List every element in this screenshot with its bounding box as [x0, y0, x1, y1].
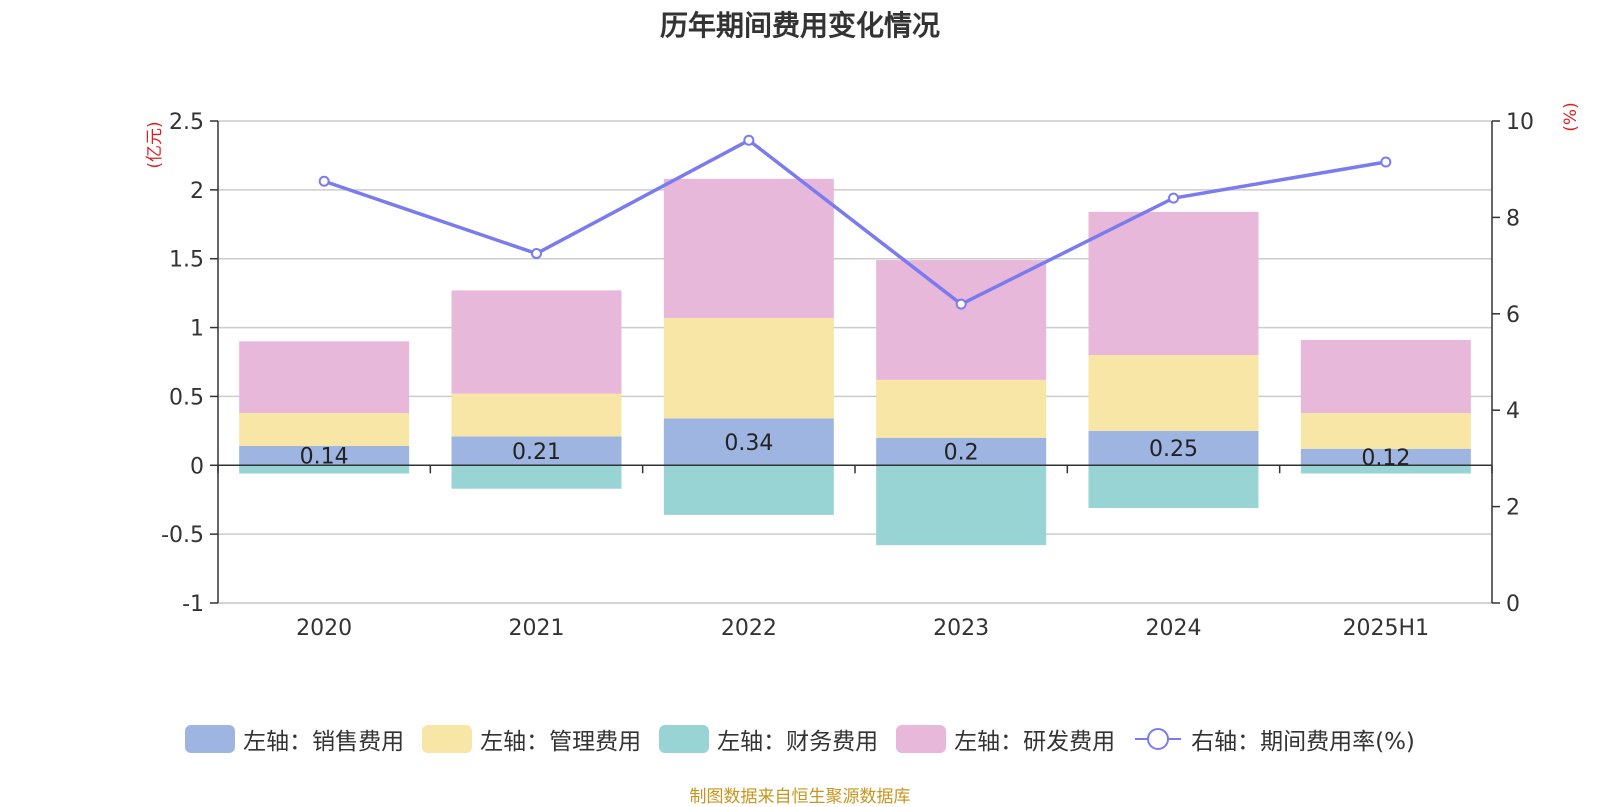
x-category-label: 2021 [509, 616, 565, 641]
line-layer [318, 134, 1392, 310]
legend-label: 左轴：研发费用 [954, 729, 1116, 755]
bar-segment [663, 178, 834, 318]
bar-segment [451, 393, 622, 437]
source-note: 制图数据来自恒生聚源数据库 [689, 787, 911, 807]
bar-segment [663, 317, 834, 419]
legend-line-circle [1147, 728, 1170, 750]
rate-point [955, 298, 967, 310]
x-category-label: 2020 [296, 616, 352, 641]
rate-point [743, 134, 755, 146]
bar-segment [1088, 430, 1259, 466]
bar-segment [1300, 412, 1471, 449]
bar-segment [876, 465, 1047, 546]
bar-segment [1088, 211, 1259, 356]
legend: 左轴：销售费用 左轴：管理费用 左轴：财务费用 左轴：研发费用 右轴：期间费用率(%) [0, 722, 1600, 756]
right-tick-label: 10 [1506, 110, 1534, 135]
chart-title: 历年期间费用变化情况 [659, 9, 940, 42]
x-category-label: 2025H1 [1343, 616, 1430, 641]
left-tick-label: 0 [190, 454, 204, 479]
right-tick-label: 6 [1506, 303, 1520, 328]
rate-line [323, 138, 1387, 307]
left-tick-label: 1.5 [169, 248, 204, 273]
bar-segment [663, 418, 834, 466]
bar-data-label: 0.21 [512, 440, 561, 465]
bar-segment [451, 436, 622, 466]
left-tick-label: 2 [190, 179, 204, 204]
grid-layer [218, 120, 1492, 604]
bar-segment [1088, 355, 1259, 431]
bar-data-label: 0.14 [300, 445, 349, 470]
right-tick-label: 0 [1506, 592, 1520, 617]
right-tick-label: 4 [1506, 399, 1520, 424]
bar-data-label: 0.2 [944, 441, 979, 466]
bar-data-label: 0.25 [1149, 437, 1198, 462]
legend-item[interactable]: 右轴：期间费用率(%) [1133, 722, 1415, 756]
legend-swatch [422, 725, 473, 753]
bar-segment [239, 465, 410, 474]
left-unit-label: (亿元) [145, 121, 165, 168]
rate-point [1380, 156, 1392, 168]
bar-segment [1300, 465, 1471, 474]
bar-segment [239, 412, 410, 447]
left-tick-label: 1 [190, 317, 204, 342]
legend-item[interactable]: 左轴：研发费用 [896, 722, 1115, 756]
x-category-label: 2023 [933, 616, 989, 641]
bar-data-label: 0.12 [1361, 446, 1410, 471]
bar-segment [451, 290, 622, 394]
x-category-label: 2022 [721, 616, 777, 641]
left-tick-label: -1 [182, 592, 204, 617]
legend-label: 右轴：期间费用率(%) [1191, 729, 1415, 755]
legend-swatch [659, 725, 710, 753]
bar-segment [663, 465, 834, 515]
left-tick-label: 2.5 [169, 110, 204, 135]
legend-swatch [896, 725, 947, 753]
bar-segment [876, 260, 1047, 380]
legend-item[interactable]: 左轴：财务费用 [659, 722, 878, 756]
right-tick-label: 2 [1506, 496, 1520, 521]
bar-segment [1300, 339, 1471, 413]
legend-label: 左轴：管理费用 [480, 729, 642, 755]
legend-swatch [185, 725, 236, 753]
legend-label: 左轴：销售费用 [243, 729, 405, 755]
legend-label: 左轴：财务费用 [717, 729, 879, 755]
bar-segment [1088, 465, 1259, 508]
rate-point [531, 248, 542, 260]
right-tick-label: 8 [1506, 206, 1520, 231]
bar-segment [876, 437, 1047, 466]
bar-layer [239, 178, 1471, 546]
bar-segment [1300, 448, 1471, 466]
left-tick-label: 0.5 [169, 385, 204, 410]
legend-item[interactable]: 左轴：销售费用 [185, 722, 404, 756]
legend-line-marker-icon [1135, 728, 1182, 750]
bar-segment [876, 379, 1047, 438]
bar-segment [239, 446, 410, 466]
x-category-label: 2024 [1146, 616, 1202, 641]
axis-layer: 2.5 2 1.5 1 0.5 0 -0.5 -1 10 8 6 4 2 0 (亿元) (%) 2020 2021… [145, 102, 1581, 641]
bar-segment [451, 465, 622, 489]
right-unit-label: (%) [1561, 102, 1581, 131]
label-layer: 0.14 0.21 0.34 0.2 0.25 0.12 [300, 431, 1411, 471]
left-tick-label: -0.5 [161, 523, 204, 548]
rate-point [1168, 192, 1179, 204]
legend-item[interactable]: 左轴：管理费用 [422, 722, 641, 756]
bar-segment [239, 341, 410, 413]
bar-data-label: 0.34 [724, 431, 773, 456]
rate-point [318, 175, 330, 187]
